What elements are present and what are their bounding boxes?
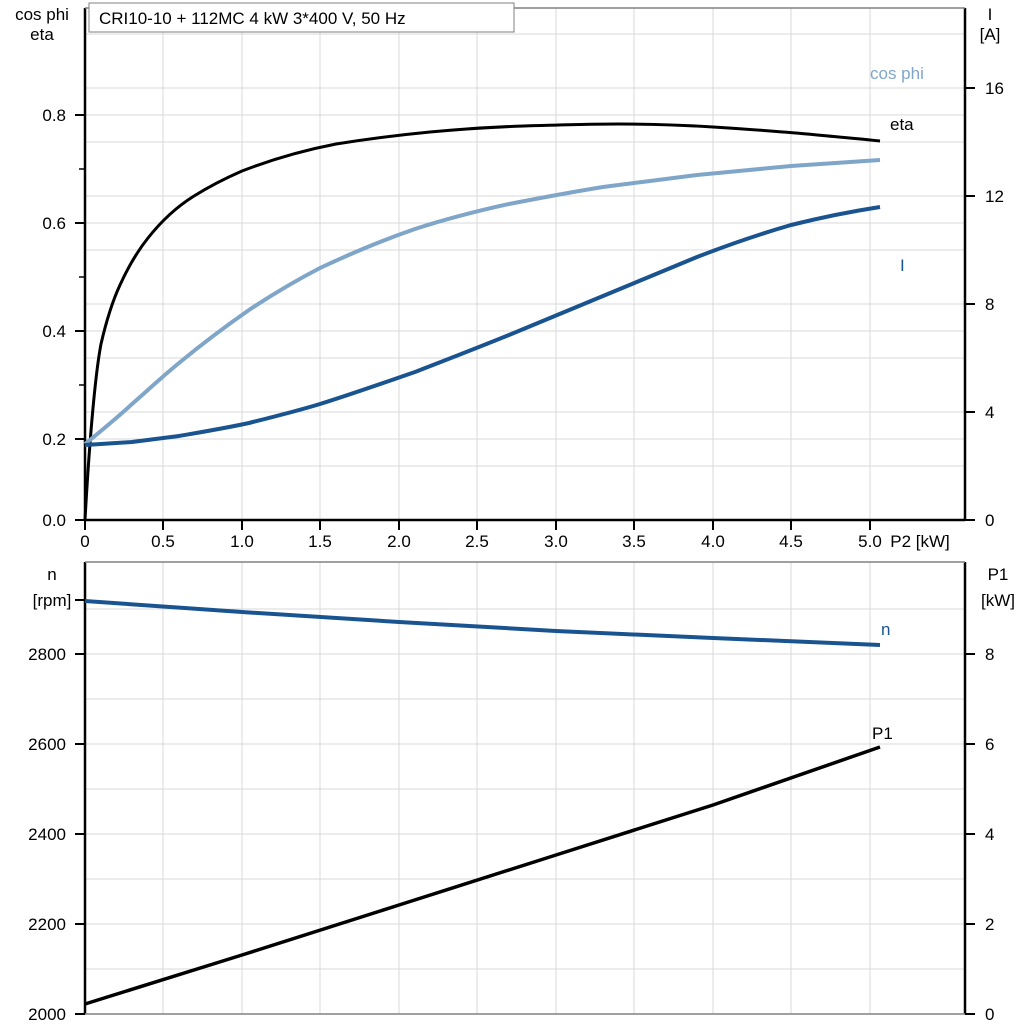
top-left-axis-title-line1: cos phi	[15, 5, 69, 24]
top-x-tick-1: 0.5	[151, 532, 175, 551]
bottom-left-tick-0: 2000	[28, 1005, 66, 1024]
top-x-tick-0: 0	[80, 532, 89, 551]
top-right-ticks	[965, 87, 975, 521]
top-left-tick-3: 0.6	[42, 214, 66, 233]
top-left-tick-1: 0.2	[42, 430, 66, 449]
bottom-grid-horizontal	[85, 608, 965, 1015]
top-right-tick-2: 8	[985, 295, 994, 314]
current-curve	[84, 205, 881, 447]
bottom-right-tick-4: 8	[985, 645, 994, 664]
cos-phi-series-label: cos phi	[870, 64, 924, 83]
chart-title-box	[88, 2, 515, 33]
bottom-left-ticks	[75, 599, 85, 1015]
top-right-axis-title-line1: I	[988, 5, 993, 24]
top-left-ticks	[75, 114, 85, 521]
bottom-right-tick-3: 6	[985, 735, 994, 754]
top-grid-vertical	[162, 8, 871, 520]
cos-phi-curve	[83, 158, 881, 446]
bottom-left-axis-title-line2: [rpm]	[33, 591, 72, 610]
bottom-right-tick-0: 0	[985, 1005, 994, 1024]
top-x-tick-4: 2.0	[387, 532, 411, 551]
bottom-right-tick-1: 2	[985, 915, 994, 934]
speed-curve	[84, 599, 881, 647]
top-x-tick-9: 4.5	[779, 532, 803, 551]
chart-title: CRI10-10 + 112MC 4 kW 3*400 V, 50 Hz	[99, 9, 406, 28]
bottom-right-axis-title-line2: [kW]	[981, 591, 1015, 610]
bottom-left-tick-1: 2200	[28, 915, 66, 934]
bottom-chart: 2000 2200 2400 2600 2800 0 2 4 6 8 n [rp…	[28, 561, 1015, 1024]
top-right-axis-title-line2: [A]	[980, 25, 1001, 44]
top-x-tick-2: 1.0	[230, 532, 254, 551]
bottom-left-tick-4: 2800	[28, 645, 66, 664]
p1-curve	[84, 745, 881, 1006]
p1-series-label: P1	[872, 724, 893, 743]
bottom-left-axis-title-line1: n	[47, 565, 56, 584]
top-right-tick-3: 12	[985, 187, 1004, 206]
eta-curve	[83, 122, 881, 521]
top-x-ticks	[84, 520, 871, 530]
top-left-minor-ticks	[79, 168, 85, 386]
bottom-right-tick-2: 4	[985, 825, 994, 844]
top-left-tick-2: 0.4	[42, 322, 66, 341]
top-x-axis-title: P2 [kW]	[890, 532, 950, 551]
eta-series-label: eta	[890, 115, 914, 134]
bottom-right-axis-title-line1: P1	[988, 565, 1009, 584]
top-right-tick-1: 4	[985, 403, 994, 422]
top-x-tick-10: 5.0	[858, 532, 882, 551]
top-x-tick-3: 1.5	[308, 532, 332, 551]
bottom-left-tick-2: 2400	[28, 825, 66, 844]
bottom-left-tick-3: 2600	[28, 735, 66, 754]
top-left-tick-0: 0.0	[42, 511, 66, 530]
top-x-tick-7: 3.5	[622, 532, 646, 551]
top-right-tick-0: 0	[985, 511, 994, 530]
top-grid-horizontal-major	[85, 114, 965, 440]
top-left-axis-title-line2: eta	[30, 25, 54, 44]
top-x-tick-6: 3.0	[544, 532, 568, 551]
speed-series-label: n	[881, 620, 890, 639]
top-chart: 0.0 0.2 0.4 0.6 0.8 0 4 8 12 16 0 0.5 1.…	[15, 2, 1004, 551]
top-grid-horizontal	[85, 33, 965, 467]
bottom-right-ticks	[965, 653, 975, 1015]
top-left-tick-4: 0.8	[42, 106, 66, 125]
current-series-label: I	[900, 256, 905, 275]
top-x-tick-5: 2.5	[465, 532, 489, 551]
top-right-tick-4: 16	[985, 79, 1004, 98]
top-x-tick-8: 4.0	[701, 532, 725, 551]
